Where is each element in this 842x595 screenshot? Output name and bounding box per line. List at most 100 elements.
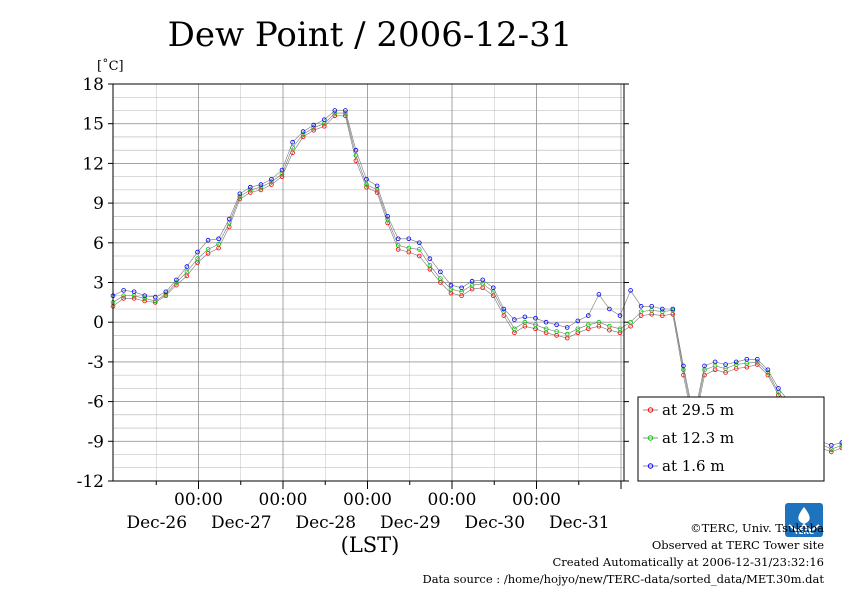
- data-point: [311, 128, 317, 133]
- data-point: [427, 256, 433, 262]
- data-point: [121, 293, 126, 299]
- data-point: [321, 124, 327, 129]
- data-point: [754, 356, 760, 362]
- data-point: [258, 187, 264, 193]
- series-line: [112, 110, 842, 446]
- data-point: [533, 315, 538, 321]
- data-point: [174, 280, 179, 285]
- data-point: [828, 449, 834, 455]
- data-point: [279, 174, 285, 179]
- data-point: [501, 309, 507, 314]
- data-point: [607, 323, 612, 329]
- data-point: [427, 262, 433, 268]
- data-point: [311, 125, 317, 130]
- x-tick-time-label: 00:00: [428, 490, 477, 510]
- data-point: [385, 216, 390, 222]
- data-point: [248, 190, 253, 195]
- data-point: [237, 194, 243, 199]
- x-tick-day-label: Dec-28: [295, 513, 356, 533]
- y-tick-label: -3: [87, 353, 104, 373]
- x-tick-day-label: Dec-26: [126, 513, 187, 533]
- data-point: [543, 326, 549, 332]
- data-point: [416, 253, 422, 259]
- data-point: [131, 289, 137, 295]
- data-point: [406, 245, 412, 251]
- data-point: [596, 292, 602, 297]
- data-point: [353, 147, 359, 153]
- x-tick-day-label: Dec-27: [211, 513, 272, 533]
- grid-lines: [113, 84, 624, 481]
- y-tick-label: -12: [77, 472, 104, 492]
- data-point: [670, 306, 676, 312]
- data-point: [364, 184, 369, 190]
- data-point: [533, 322, 538, 328]
- data-point: [416, 240, 422, 246]
- legend-box: [637, 396, 825, 482]
- legend-marker: [647, 463, 654, 469]
- data-point: [617, 313, 623, 318]
- y-tick-label: 9: [93, 194, 104, 214]
- x-tick-day-label: Dec-30: [464, 513, 525, 533]
- data-point: [438, 269, 443, 275]
- data-point: [744, 356, 750, 362]
- y-tick-label: 12: [82, 154, 104, 174]
- data-point: [638, 309, 644, 314]
- data-point: [406, 236, 412, 242]
- data-point: [681, 363, 686, 369]
- y-tick-label: 18: [82, 75, 104, 95]
- data-point: [765, 370, 771, 375]
- data-point: [723, 362, 728, 367]
- data-point: [163, 289, 169, 295]
- data-point: [364, 182, 369, 187]
- data-point: [142, 298, 148, 304]
- series-line: [112, 112, 842, 450]
- data-point: [617, 326, 623, 332]
- data-source-text: Data source : /home/hojyo/new/TERC-data/…: [422, 572, 824, 586]
- legend-label: at 12.3 m: [662, 429, 734, 447]
- data-point: [300, 129, 306, 134]
- data-point: [512, 326, 517, 332]
- data-point: [332, 110, 338, 116]
- data-point: [153, 294, 158, 300]
- water-drop-icon: [798, 507, 810, 524]
- data-point: [343, 108, 348, 113]
- series-line: [112, 115, 842, 453]
- created-text: Created Automatically at 2006-12-31/23:3…: [553, 555, 825, 569]
- data-point: [195, 249, 200, 255]
- data-point: [131, 296, 137, 301]
- y-tick-label: -6: [87, 393, 104, 413]
- data-point: [258, 184, 264, 190]
- data-point: [174, 282, 179, 288]
- data-point: [121, 296, 126, 301]
- legend-marker: [647, 435, 654, 441]
- data-point: [237, 191, 243, 197]
- data-point: [501, 306, 507, 312]
- data-point: [269, 179, 274, 185]
- data-point: [448, 282, 454, 288]
- logo-text: TERC: [794, 528, 814, 536]
- data-point: [765, 367, 771, 373]
- data-point: [321, 117, 327, 122]
- data-point: [290, 139, 295, 145]
- data-point: [776, 386, 781, 391]
- data-point: [205, 237, 211, 243]
- data-point: [702, 363, 707, 369]
- data-point: [258, 182, 264, 187]
- data-point: [554, 322, 559, 328]
- data-point: [332, 108, 338, 113]
- x-tick-time-label: 00:00: [512, 490, 561, 510]
- x-tick-day-label: Dec-29: [380, 513, 441, 533]
- data-point: [733, 359, 739, 365]
- plot-frame: [112, 83, 625, 482]
- data-point: [226, 216, 232, 222]
- data-point: [174, 277, 179, 283]
- data-point: [395, 236, 401, 242]
- legend: at 29.5 m at 12.3 m at 1.6 m: [637, 396, 825, 482]
- data-point: [269, 177, 274, 182]
- data-point: [522, 314, 528, 320]
- wave-icon: [788, 523, 820, 533]
- data-point: [512, 317, 517, 322]
- data-point: [311, 122, 317, 128]
- terc-logo: TERC: [785, 503, 823, 537]
